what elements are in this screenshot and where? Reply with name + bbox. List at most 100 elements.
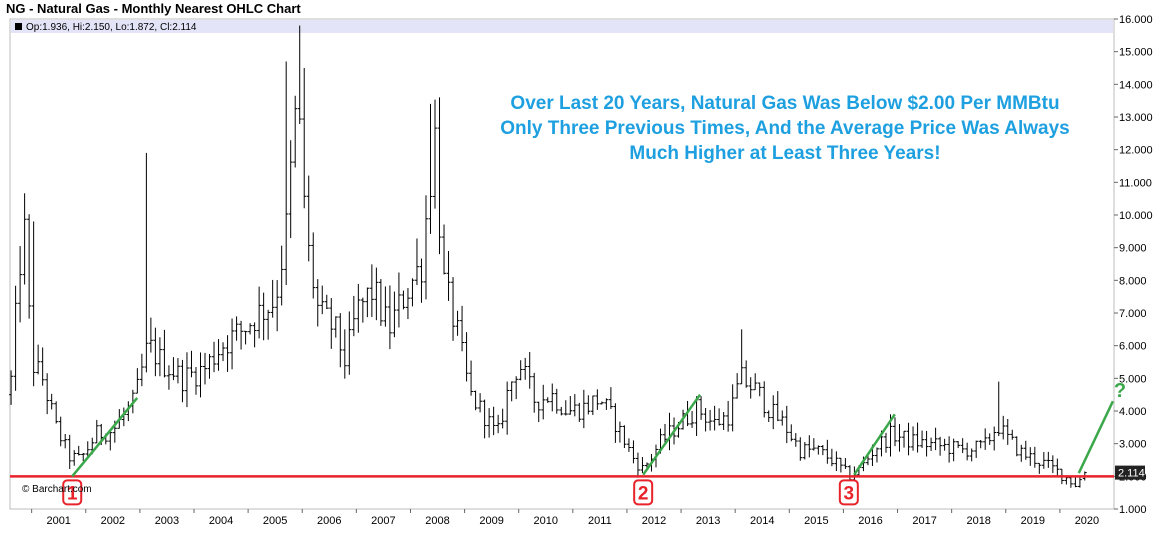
ohlc-bar — [153, 327, 158, 377]
x-tick-label: 2017 — [912, 515, 936, 527]
ohlc-bar — [924, 430, 929, 457]
ohlc-bar — [342, 329, 347, 379]
ohlc-bar — [1032, 446, 1037, 468]
y-tick-label: 1.000 — [1119, 504, 1147, 516]
ohlc-bar — [1041, 452, 1046, 469]
ohlc-bar — [284, 61, 289, 286]
y-tick-label: 11.000 — [1119, 177, 1152, 189]
ohlc-bar — [347, 311, 352, 375]
ohlc-bar — [392, 291, 397, 338]
ohlc-bar — [184, 352, 189, 408]
ohlc-bar — [45, 373, 50, 415]
ohlc-bar — [509, 381, 514, 402]
ohlc-bar — [378, 279, 383, 326]
watermark: © Barchart.com — [22, 484, 92, 495]
ohlc-bar — [58, 416, 63, 447]
ohlc-bar — [311, 232, 316, 299]
ohlc-bar — [518, 360, 523, 381]
ohlc-bar — [626, 438, 631, 452]
ohlc-bar — [270, 279, 275, 318]
ohlc-bar — [1037, 462, 1042, 474]
ohlc-bar — [239, 320, 244, 350]
y-tick-label: 3.000 — [1119, 439, 1147, 451]
x-tick-label: 2016 — [858, 515, 882, 527]
x-tick-label: 2002 — [101, 515, 125, 527]
ohlc-bar — [730, 384, 735, 432]
ohlc-bar — [798, 437, 803, 461]
ohlc-bar — [401, 290, 406, 310]
marker-2: 2 — [633, 479, 654, 506]
ohlc-bar — [54, 401, 59, 424]
ohlc-bar — [757, 382, 762, 397]
ohlc-bar — [478, 393, 483, 413]
annotation-line: Only Three Previous Times, And the Avera… — [500, 118, 1070, 139]
ohlc-bar — [938, 436, 943, 456]
ohlc-bar — [843, 457, 848, 469]
ohlc-bar — [18, 246, 23, 323]
ohlc-bar — [139, 353, 144, 387]
ohlc-bar — [640, 457, 645, 473]
ohlc-bar — [992, 426, 997, 451]
ohlc-bar — [423, 195, 428, 300]
ohlc-bar — [13, 285, 18, 391]
ohlc-bar — [189, 350, 194, 378]
ohlc-bar — [216, 339, 221, 371]
ohlc-bar — [608, 387, 613, 410]
ohlc-bar — [807, 435, 812, 458]
ohlc-bar — [157, 337, 162, 377]
ohlc-bar — [536, 401, 541, 423]
ohlc-bar — [771, 395, 776, 430]
overlay: 1 2 3 2.114? — [10, 380, 1145, 506]
ohlc-bar — [203, 352, 208, 385]
ohlc-bar — [604, 398, 609, 410]
ohlc-bar — [708, 409, 713, 431]
ohlc-bar — [252, 322, 257, 348]
ohlc-bar — [469, 360, 474, 396]
ohlc-bar — [929, 437, 934, 451]
ohlc-bar — [1055, 458, 1060, 477]
ohlc-bar — [789, 424, 794, 442]
ohlc-bar — [1073, 476, 1078, 488]
ohlc-bar — [902, 430, 907, 448]
ohlc-bar — [739, 329, 744, 385]
annotation-line: Much Higher at Least Three Years! — [629, 143, 940, 164]
ohlc-bar — [622, 425, 627, 449]
ohlc-bar — [690, 410, 695, 428]
y-tick-label: 15.000 — [1119, 47, 1153, 59]
ohlc-bar — [721, 411, 726, 431]
ohlc-bar — [1023, 440, 1028, 460]
ohlc-readout: Op:1.936, Hi:2.150, Lo:1.872, Cl:2.114 — [26, 22, 197, 33]
ohlc-bar — [793, 433, 798, 447]
trend-line — [71, 397, 139, 478]
ohlc-bar — [9, 370, 14, 405]
ohlc-bar — [320, 285, 325, 315]
x-tick-label: 2004 — [209, 515, 233, 527]
ohlc-bar — [766, 410, 771, 423]
ohlc-bar — [446, 251, 451, 301]
x-tick-label: 2013 — [696, 515, 720, 527]
ohlc-bar — [586, 395, 591, 415]
ohlc-bar — [234, 316, 239, 341]
ohlc-bar — [473, 390, 478, 411]
x-tick-label: 2018 — [966, 515, 990, 527]
ohlc-bar — [433, 99, 438, 209]
ohlc-bar — [500, 408, 505, 429]
y-tick-label: 5.000 — [1119, 373, 1147, 385]
ohlc-bar — [171, 357, 176, 381]
ohlc-bar — [315, 279, 320, 327]
y-tick-label: 12.000 — [1119, 145, 1153, 157]
ohlc-bar — [464, 332, 469, 382]
ohlc-bar — [67, 434, 72, 469]
ohlc-bar — [76, 445, 81, 456]
y-tick-label: 13.000 — [1119, 112, 1153, 124]
ohlc-bar — [1050, 455, 1055, 474]
ohlc-bar — [820, 445, 825, 456]
trend-line — [642, 393, 702, 476]
ohlc-bar — [780, 410, 785, 426]
ohlc-bar — [207, 353, 212, 379]
x-tick-label: 2020 — [1075, 515, 1099, 527]
ohlc-bar — [802, 442, 807, 460]
ohlc-bar — [437, 97, 442, 255]
x-tick-label: 2019 — [1021, 515, 1045, 527]
